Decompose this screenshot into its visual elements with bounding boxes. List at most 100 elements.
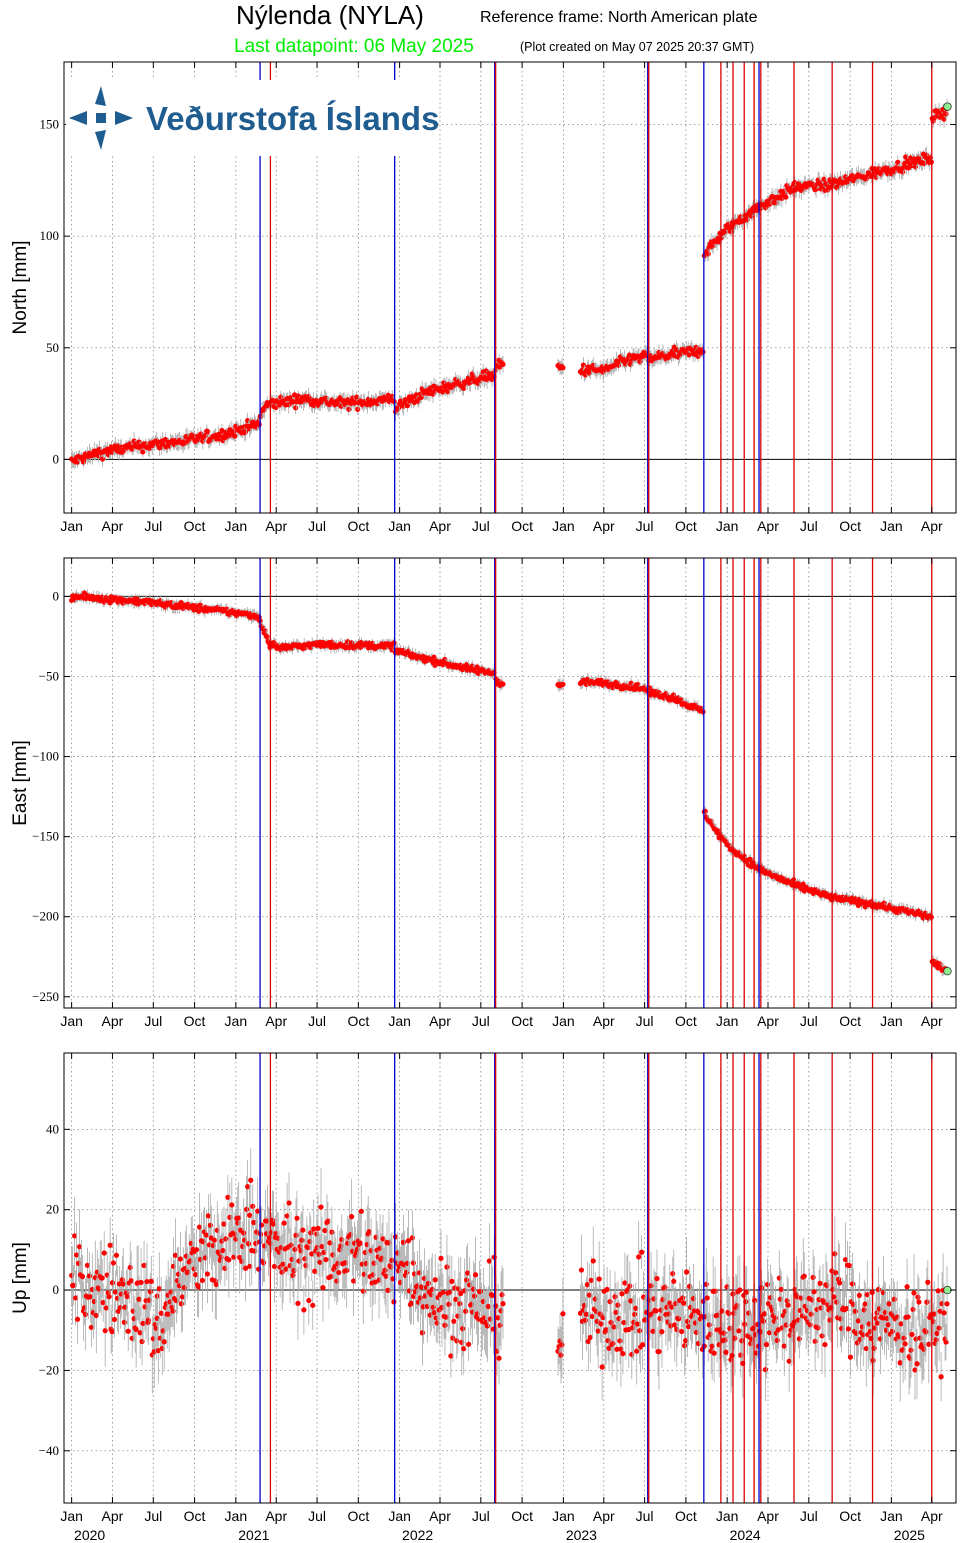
data-point: [100, 1299, 106, 1306]
data-point: [315, 1225, 321, 1231]
x-tick-label: Apr: [921, 518, 943, 534]
data-point: [774, 1337, 780, 1343]
data-point: [319, 1243, 325, 1250]
x-tick-label: Jan: [225, 518, 248, 534]
data-point: [626, 1326, 632, 1333]
data-point: [344, 1267, 350, 1273]
x-tick-label: Oct: [511, 518, 533, 534]
data-point: [447, 1289, 453, 1295]
data-point: [640, 1342, 646, 1348]
data-points: [69, 99, 950, 469]
data-point: [463, 1308, 469, 1314]
x-tick-label: Apr: [429, 1013, 451, 1029]
data-point: [783, 194, 789, 200]
data-point: [461, 1346, 467, 1352]
data-point: [107, 1242, 113, 1248]
data-point: [457, 1301, 463, 1307]
data-point: [610, 1341, 616, 1347]
data-point: [761, 1311, 768, 1317]
data-point: [711, 1350, 717, 1356]
data-point: [99, 456, 106, 462]
data-points: [69, 589, 950, 977]
data-point: [617, 1338, 623, 1344]
y-tick-label: −50: [39, 669, 59, 684]
data-point: [246, 1212, 253, 1218]
x-tick-label: Jul: [144, 1013, 162, 1029]
data-point: [155, 1348, 161, 1354]
data-point: [320, 1285, 326, 1291]
data-point: [141, 1262, 147, 1269]
data-point: [205, 1213, 211, 1219]
x-tick-label: Apr: [102, 518, 124, 534]
data-point: [203, 1232, 210, 1238]
data-point: [138, 1279, 144, 1286]
y-tick-label: −200: [32, 909, 59, 924]
reference-frame-label: Reference frame: North American plate: [480, 9, 758, 26]
data-point: [941, 116, 947, 122]
data-point: [418, 394, 424, 401]
x-tick-label: Apr: [265, 518, 287, 534]
data-point: [76, 1244, 83, 1250]
data-point: [74, 1316, 81, 1322]
data-point: [464, 1277, 470, 1283]
data-point: [213, 1281, 219, 1288]
data-point: [306, 1297, 312, 1304]
data-point: [170, 1308, 176, 1314]
x-tick-label: Jul: [800, 1013, 818, 1029]
x-tick-label: Jan: [225, 1013, 248, 1029]
data-point: [125, 1328, 131, 1334]
data-point: [243, 1265, 249, 1271]
data-point: [598, 1321, 604, 1327]
data-point: [380, 1236, 386, 1242]
x-tick-label: Jan: [716, 1013, 739, 1029]
data-point: [199, 1277, 206, 1284]
data-point: [595, 1328, 601, 1334]
x-tick-label: Apr: [593, 518, 615, 534]
data-point: [87, 1294, 93, 1300]
data-point: [500, 1301, 506, 1307]
data-point: [225, 1194, 231, 1200]
y-tick-label: −100: [32, 749, 59, 764]
data-point: [71, 1282, 77, 1288]
data-point: [760, 1318, 767, 1324]
data-point: [444, 1264, 450, 1270]
data-point: [317, 1259, 323, 1265]
x-tick-label: Oct: [184, 1013, 206, 1029]
data-point: [280, 1261, 286, 1267]
x-tick-label: Apr: [757, 1013, 779, 1029]
data-point: [635, 1321, 641, 1327]
data-point: [486, 1258, 492, 1264]
data-point: [244, 1206, 250, 1212]
data-point: [682, 1343, 688, 1349]
data-point: [383, 1273, 389, 1279]
data-point: [706, 1322, 712, 1328]
data-point: [796, 1336, 802, 1342]
data-point: [270, 1221, 277, 1227]
data-point: [236, 1215, 242, 1221]
x-tick-label: Apr: [265, 1013, 287, 1029]
data-point: [88, 1324, 94, 1330]
data-point: [440, 1289, 446, 1296]
data-point: [639, 1249, 645, 1255]
y-tick-label: 100: [40, 228, 60, 243]
data-point: [247, 1263, 253, 1269]
data-point: [461, 385, 467, 391]
last-datapoint-label: Last datapoint: 06 May 2025: [234, 36, 474, 57]
data-point: [109, 1329, 115, 1335]
data-point: [295, 1300, 301, 1306]
x-tick-label: Apr: [102, 1013, 124, 1029]
data-point: [582, 1317, 588, 1323]
data-point: [207, 1222, 213, 1228]
data-point: [109, 1280, 116, 1286]
y-tick-label: 150: [40, 117, 60, 132]
x-tick-label: Jan: [880, 1013, 903, 1029]
data-point: [681, 1300, 687, 1306]
data-point: [810, 1274, 816, 1280]
data-point: [596, 1276, 602, 1282]
data-point: [484, 1323, 490, 1329]
data-point: [737, 1287, 743, 1293]
panel-north: 0 50 100 150 Jan Apr Jul Oct Jan Apr Jul Oct Jan Apr J…: [10, 61, 957, 534]
data-point: [116, 1281, 122, 1287]
data-point: [283, 1266, 289, 1272]
